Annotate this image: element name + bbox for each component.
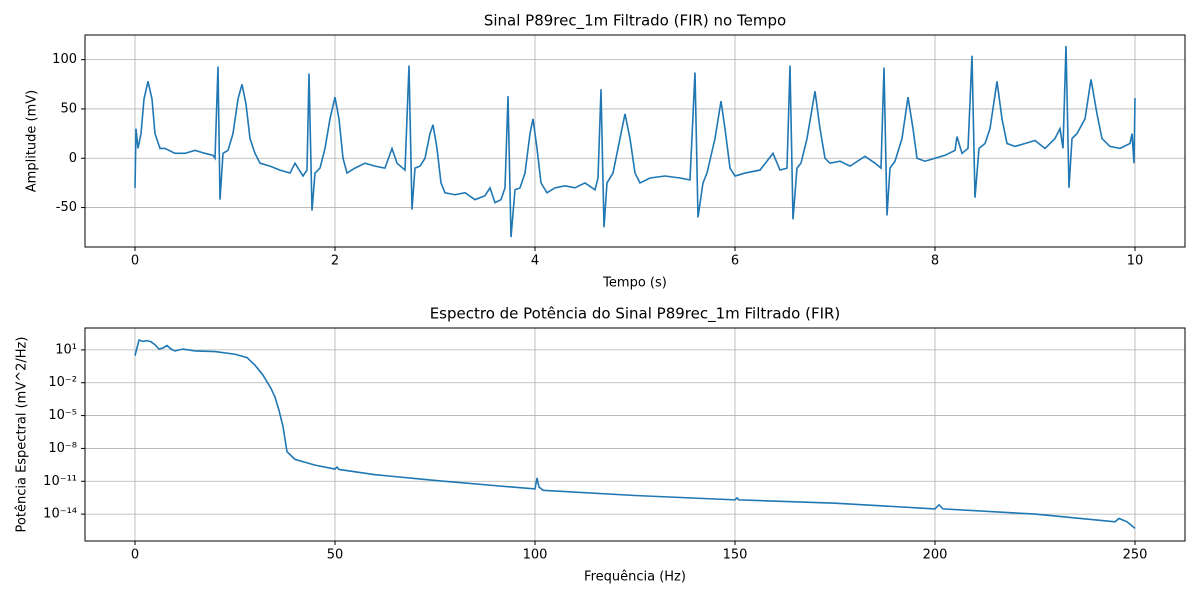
x-tick-label: 200 [923,548,948,563]
chart-title: Sinal P89rec_1m Filtrado (FIR) no Tempo [484,12,786,31]
line-series [134,338,1136,529]
y-tick-label: 10⁻² [48,375,77,390]
y-tick-label: 10⁻¹¹ [43,474,77,489]
axes-frame [84,34,1186,248]
y-tick-label: 50 [60,101,77,116]
y-tick-label: 0 [69,151,77,166]
x-tick-label: 0 [131,254,139,269]
x-tick-label: 10 [1127,254,1144,269]
x-axis-label: Tempo (s) [602,276,667,291]
x-tick-label: 2 [331,254,339,269]
y-tick-label: 10¹ [55,342,77,357]
x-tick-label: 50 [327,548,344,563]
chart-title: Espectro de Potência do Sinal P89rec_1m … [430,305,841,324]
x-tick-label: 0 [131,548,139,563]
y-tick-label: -50 [56,200,77,215]
line-series [134,45,1136,238]
x-tick-label: 150 [723,548,748,563]
x-tick-label: 8 [931,254,939,269]
x-tick-label: 4 [531,254,539,269]
y-tick-label: 10⁻⁵ [48,408,77,423]
x-tick-label: 100 [523,548,548,563]
x-tick-label: 6 [731,254,739,269]
axes-frame [84,327,1186,542]
y-tick-label: 100 [52,52,77,67]
y-axis-label: Amplitude (mV) [25,90,40,192]
y-axis-label: Potência Espectral (mV^2/Hz) [15,337,30,533]
y-tick-label: 10⁻¹⁴ [43,507,77,522]
x-tick-label: 250 [1123,548,1148,563]
x-axis-label: Frequência (Hz) [584,570,686,585]
y-tick-label: 10⁻⁸ [48,441,77,456]
